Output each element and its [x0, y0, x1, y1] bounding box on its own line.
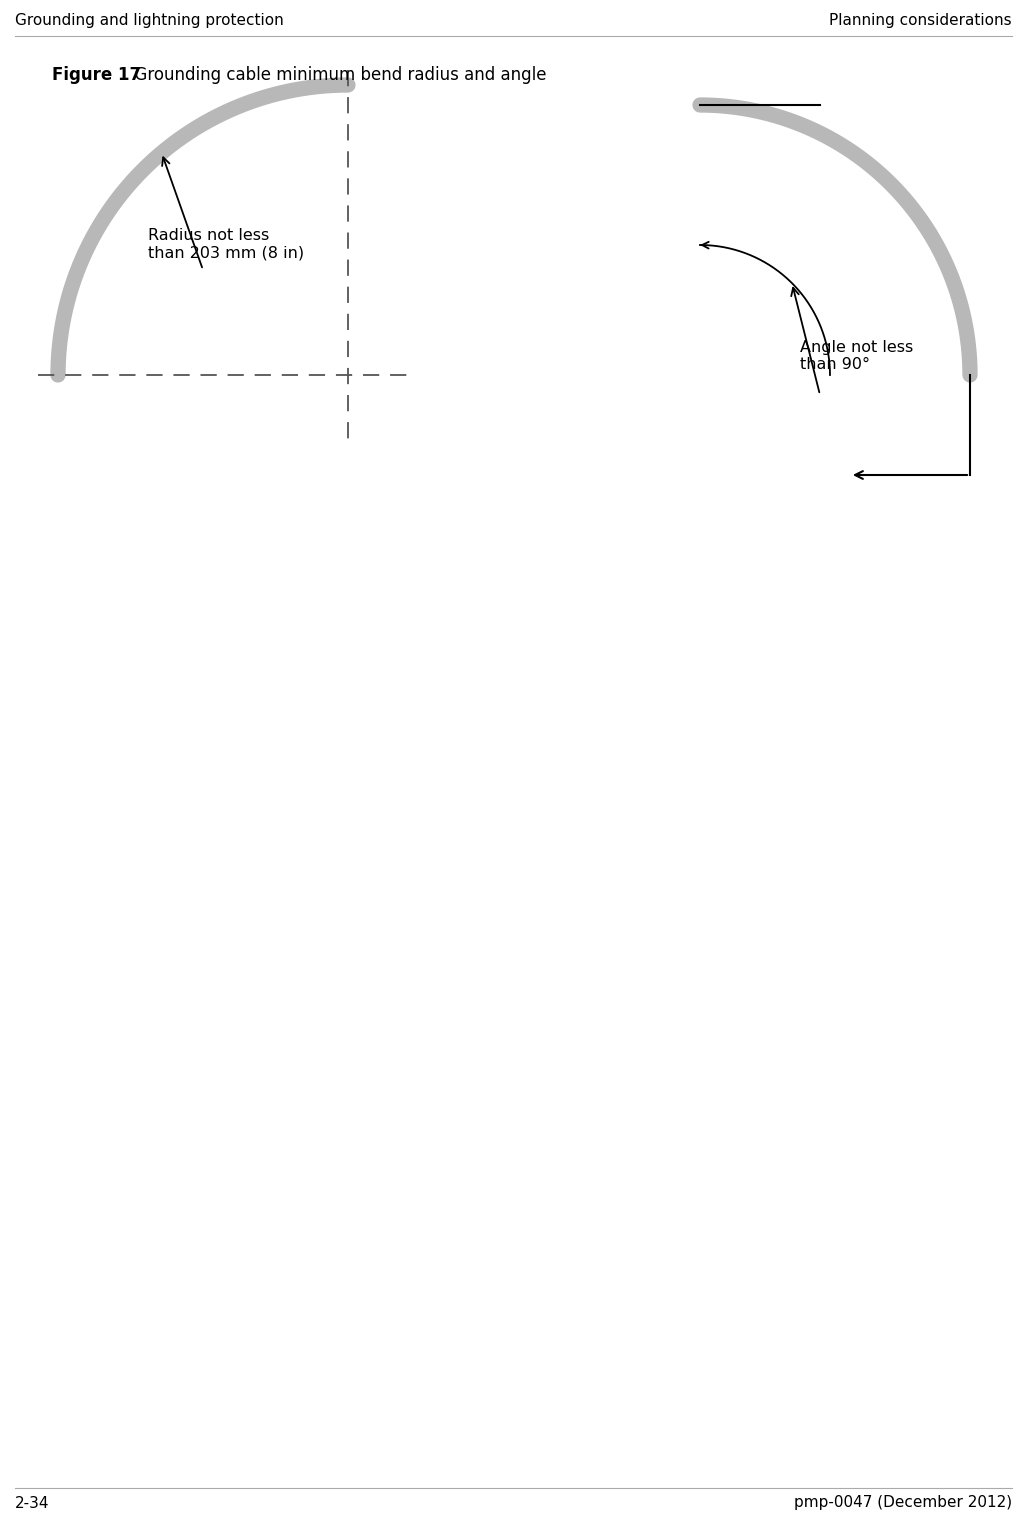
Text: Grounding and lightning protection: Grounding and lightning protection: [15, 12, 283, 27]
Text: Figure 17: Figure 17: [52, 67, 141, 85]
Text: Radius not less
than 203 mm (8 in): Radius not less than 203 mm (8 in): [148, 228, 304, 260]
Text: 2-34: 2-34: [15, 1495, 49, 1510]
Text: pmp-0047 (December 2012): pmp-0047 (December 2012): [794, 1495, 1012, 1510]
Text: Planning considerations: Planning considerations: [830, 12, 1012, 27]
Text: Angle not less
than 90°: Angle not less than 90°: [800, 340, 913, 372]
Text: Grounding cable minimum bend radius and angle: Grounding cable minimum bend radius and …: [124, 67, 546, 85]
